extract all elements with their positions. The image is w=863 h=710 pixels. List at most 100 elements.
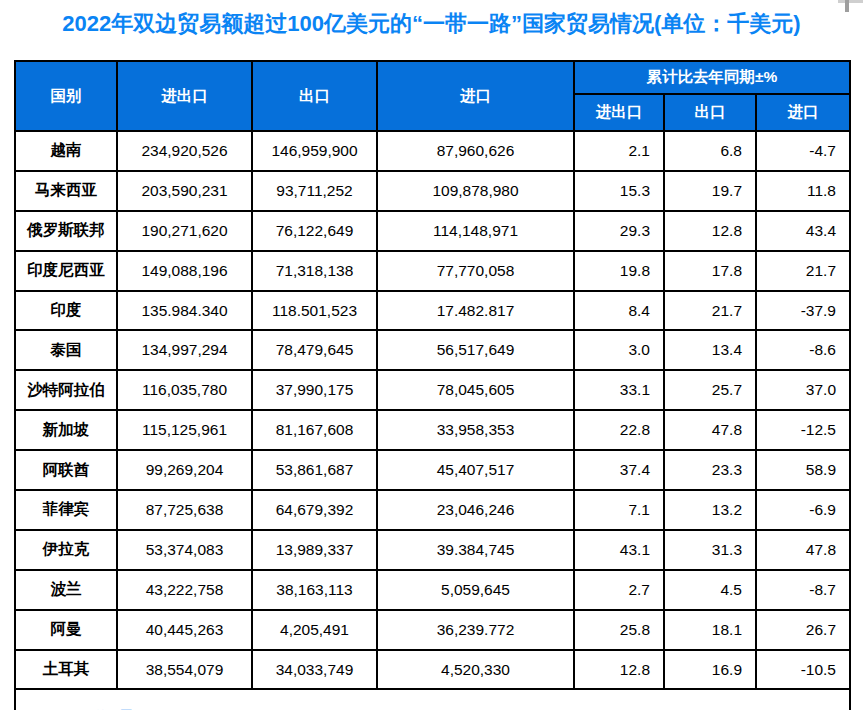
import-cell: 36,239.772 (377, 610, 574, 650)
table-header: 国别 进出口 出口 进口 累计比去年同期±% 进出口 出口 进口 (15, 61, 850, 131)
yoy-import-cell: -6.9 (756, 490, 850, 530)
yoy-export-cell: 4.5 (664, 570, 756, 610)
yoy-total-cell: 3.0 (574, 330, 664, 370)
page-title: 2022年双边贸易额超过100亿美元的“一带一路”国家贸易情况(单位：千美元) (14, 9, 849, 39)
yoy-total-cell: 8.4 (574, 291, 664, 331)
yoy-import-cell: -10.5 (756, 650, 850, 690)
yoy-total-cell: 12.8 (574, 650, 664, 690)
header-yoy-total: 进出口 (574, 94, 664, 131)
yoy-total-cell: 2.1 (574, 131, 664, 171)
export-cell: 76,122,649 (252, 211, 377, 251)
yoy-import-cell: 47.8 (756, 530, 850, 570)
country-cell: 越南 (15, 131, 117, 171)
import-cell: 87,960,626 (377, 131, 574, 171)
export-cell: 53,861,687 (252, 450, 377, 490)
table-row: 泰国 134,997,294 78,479,645 56,517,649 3.0… (15, 330, 850, 370)
header-yoy-import: 进口 (756, 94, 850, 131)
header-import: 进口 (377, 61, 574, 131)
table-footer: 数据来源：海关总署、腾道数据 (15, 689, 850, 710)
yoy-export-cell: 31.3 (664, 530, 756, 570)
import-cell: 5,059,645 (377, 570, 574, 610)
yoy-import-cell: -8.7 (756, 570, 850, 610)
country-cell: 印度尼西亚 (15, 251, 117, 291)
import-cell: 23,046,246 (377, 490, 574, 530)
total-cell: 40,445,263 (117, 610, 252, 650)
scrollbar-fragment-horizontal[interactable] (838, 0, 863, 3)
import-cell: 114,148,971 (377, 211, 574, 251)
yoy-export-cell: 23.3 (664, 450, 756, 490)
import-cell: 33,958,353 (377, 410, 574, 450)
table-row: 阿曼 40,445,263 4,205,491 36,239.772 25.8 … (15, 610, 850, 650)
total-cell: 115,125,961 (117, 410, 252, 450)
yoy-export-cell: 6.8 (664, 131, 756, 171)
table-row: 阿联酋 99,269,204 53,861,687 45,407,517 37.… (15, 450, 850, 490)
table-row: 俄罗斯联邦 190,271,620 76,122,649 114,148,971… (15, 211, 850, 251)
yoy-export-cell: 17.8 (664, 251, 756, 291)
header-row-group: 国别 进出口 出口 进口 累计比去年同期±% (15, 61, 850, 94)
country-cell: 新加坡 (15, 410, 117, 450)
export-cell: 13,989,337 (252, 530, 377, 570)
data-source-note: 数据来源：海关总署、腾道数据 (15, 689, 850, 710)
import-cell: 39.384,745 (377, 530, 574, 570)
export-cell: 78,479,645 (252, 330, 377, 370)
total-cell: 38,554,079 (117, 650, 252, 690)
yoy-total-cell: 29.3 (574, 211, 664, 251)
scrollbar-fragment-thumb[interactable] (845, 0, 849, 12)
yoy-total-cell: 37.4 (574, 450, 664, 490)
table-row: 波兰 43,222,758 38,163,113 5,059,645 2.7 4… (15, 570, 850, 610)
total-cell: 116,035,780 (117, 370, 252, 410)
import-cell: 78,045,605 (377, 370, 574, 410)
export-cell: 93,711,252 (252, 171, 377, 211)
yoy-total-cell: 7.1 (574, 490, 664, 530)
yoy-import-cell: -37.9 (756, 291, 850, 331)
yoy-export-cell: 19.7 (664, 171, 756, 211)
table-row: 伊拉克 53,374,083 13,989,337 39.384,745 43.… (15, 530, 850, 570)
yoy-import-cell: 21.7 (756, 251, 850, 291)
country-cell: 阿联酋 (15, 450, 117, 490)
total-cell: 87,725,638 (117, 490, 252, 530)
header-total: 进出口 (117, 61, 252, 131)
import-cell: 77,770,058 (377, 251, 574, 291)
yoy-export-cell: 18.1 (664, 610, 756, 650)
yoy-export-cell: 25.7 (664, 370, 756, 410)
table-row: 越南 234,920,526 146,959,900 87,960,626 2.… (15, 131, 850, 171)
yoy-export-cell: 16.9 (664, 650, 756, 690)
table-row: 沙特阿拉伯 116,035,780 37,990,175 78,045,605 … (15, 370, 850, 410)
table-row: 新加坡 115,125,961 81,167,608 33,958,353 22… (15, 410, 850, 450)
total-cell: 135.984.340 (117, 291, 252, 331)
yoy-export-cell: 47.8 (664, 410, 756, 450)
import-cell: 17.482.817 (377, 291, 574, 331)
table-row: 马来西亚 203,590,231 93,711,252 109,878,980 … (15, 171, 850, 211)
yoy-total-cell: 2.7 (574, 570, 664, 610)
export-cell: 4,205,491 (252, 610, 377, 650)
header-country: 国别 (15, 61, 117, 131)
export-cell: 81,167,608 (252, 410, 377, 450)
export-cell: 37,990,175 (252, 370, 377, 410)
yoy-total-cell: 22.8 (574, 410, 664, 450)
yoy-total-cell: 19.8 (574, 251, 664, 291)
yoy-import-cell: 37.0 (756, 370, 850, 410)
total-cell: 149,088,196 (117, 251, 252, 291)
export-cell: 64,679,392 (252, 490, 377, 530)
header-export: 出口 (252, 61, 377, 131)
total-cell: 190,271,620 (117, 211, 252, 251)
country-cell: 泰国 (15, 330, 117, 370)
total-cell: 53,374,083 (117, 530, 252, 570)
yoy-import-cell: -8.6 (756, 330, 850, 370)
country-cell: 波兰 (15, 570, 117, 610)
import-cell: 45,407,517 (377, 450, 574, 490)
yoy-import-cell: 43.4 (756, 211, 850, 251)
yoy-export-cell: 21.7 (664, 291, 756, 331)
export-cell: 146,959,900 (252, 131, 377, 171)
country-cell: 土耳其 (15, 650, 117, 690)
export-cell: 71,318,138 (252, 251, 377, 291)
yoy-export-cell: 13.4 (664, 330, 756, 370)
export-cell: 38,163,113 (252, 570, 377, 610)
yoy-total-cell: 33.1 (574, 370, 664, 410)
total-cell: 234,920,526 (117, 131, 252, 171)
table-row: 印度尼西亚 149,088,196 71,318,138 77,770,058 … (15, 251, 850, 291)
yoy-total-cell: 43.1 (574, 530, 664, 570)
country-cell: 印度 (15, 291, 117, 331)
table-row: 印度 135.984.340 118.501,523 17.482.817 8.… (15, 291, 850, 331)
yoy-export-cell: 12.8 (664, 211, 756, 251)
